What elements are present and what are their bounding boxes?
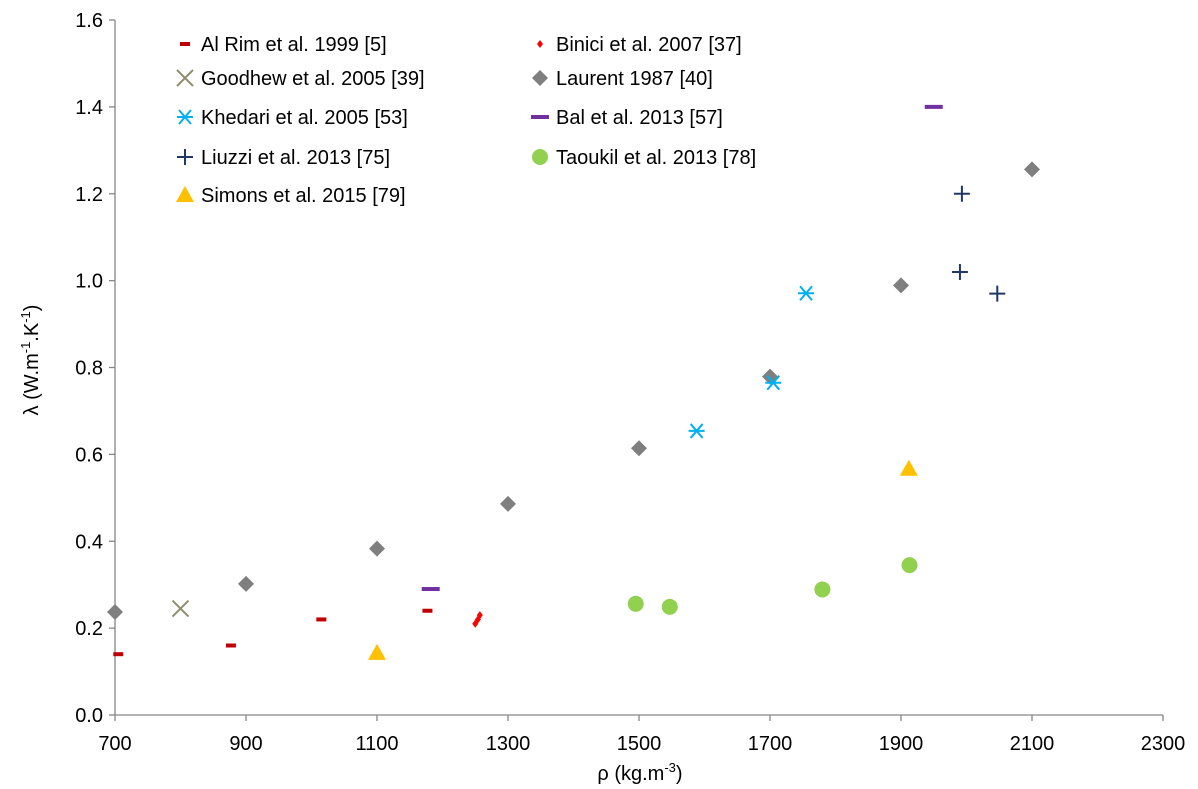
series-plus (951, 185, 1006, 302)
data-point (368, 643, 386, 660)
y-tick-label: 1.0 (75, 271, 103, 293)
data-point (369, 540, 385, 557)
legend-label: Liuzzi et al. 2013 [75] (201, 147, 390, 169)
data-point (107, 604, 123, 621)
x-axis-title: ρ (kg.m-3) (597, 760, 682, 785)
legend-marker (532, 70, 548, 86)
series-small-diamond (472, 611, 483, 628)
y-axis-title: λ (W.m-1.K-1) (18, 305, 43, 416)
legend-marker (537, 40, 543, 48)
axis-title-part: ) (676, 763, 683, 785)
y-tick-label: 0.6 (75, 444, 103, 466)
data-point (421, 587, 440, 592)
series-asterisk (688, 285, 815, 439)
legend-label: Laurent 1987 [40] (556, 68, 713, 90)
legend-marker (532, 149, 548, 165)
series-long-dash (421, 104, 943, 592)
data-points (107, 104, 1040, 660)
legend-item: Khedari et al. 2005 [53] (177, 107, 408, 129)
y-tick-label: 0.0 (75, 705, 103, 727)
series-triangle (368, 459, 918, 660)
axis-title-part: ) (21, 305, 43, 312)
data-point (953, 185, 970, 202)
legend-marker (177, 149, 193, 165)
axis-title-part: λ (W.m (21, 353, 43, 415)
legend-label: Al Rim et al. 1999 [5] (201, 34, 387, 56)
y-tick-label: 0.2 (75, 618, 103, 640)
legend-label: Simons et al. 2015 [79] (201, 185, 406, 207)
data-point (899, 459, 918, 476)
data-point (316, 617, 327, 622)
y-tick-labels: 0.0 0.2 0.4 0.6 0.8 1.0 1.2 1.4 1.6 (75, 10, 103, 727)
legend-marker (531, 115, 549, 119)
legend-item: Bal et al. 2013 [57] (531, 107, 723, 129)
legend-label: Bal et al. 2013 [57] (556, 107, 723, 129)
x-tick-label: 1900 (879, 733, 924, 755)
x-tick-label: 900 (229, 733, 262, 755)
y-tick-marks (109, 19, 115, 716)
legend-item: Goodhew et al. 2005 [39] (176, 68, 425, 90)
x-tick-label: 1100 (355, 733, 398, 755)
data-point (1024, 161, 1040, 178)
x-tick-label: 1700 (748, 733, 793, 755)
legend-label: Goodhew et al. 2005 [39] (201, 68, 425, 90)
y-tick-label: 0.4 (75, 531, 103, 553)
data-point (814, 581, 831, 598)
y-tick-label: 1.2 (75, 184, 103, 206)
x-tick-label: 700 (98, 733, 131, 755)
data-point (500, 495, 516, 512)
legend-item: Laurent 1987 [40] (532, 68, 713, 90)
series-dash (113, 608, 433, 657)
legend-label: Binici et al. 2007 [37] (556, 34, 742, 56)
data-point (225, 643, 236, 648)
y-tick-label: 1.6 (75, 10, 103, 32)
data-point (688, 423, 705, 439)
data-point (627, 595, 644, 612)
legend: Al Rim et al. 1999 [5] Binici et al. 2007… (176, 34, 756, 207)
data-point (893, 277, 909, 294)
legend-item: Liuzzi et al. 2013 [75] (177, 147, 390, 169)
legend-marker (177, 109, 193, 125)
legend-item: Binici et al. 2007 [37] (537, 34, 742, 56)
y-tick-label: 0.8 (75, 358, 103, 380)
y-tick-label: 1.4 (75, 97, 103, 119)
legend-label: Taoukil et al. 2013 [78] (556, 147, 756, 169)
axis-title-part: ρ (kg.m (597, 763, 664, 785)
data-point (989, 285, 1006, 302)
legend-marker (176, 186, 194, 202)
series-circle (627, 557, 918, 615)
x-tick-labels: 700 900 1100 1300 1500 1700 1900 2100 2300 (98, 733, 1185, 755)
x-tick-label: 2300 (1141, 733, 1186, 755)
data-point (422, 608, 433, 613)
series-diamond (107, 161, 1040, 621)
data-point (765, 375, 782, 391)
data-point (901, 557, 918, 574)
axis-title-superscript: -1 (18, 311, 33, 323)
series-x (171, 599, 190, 618)
axes: 700 900 1100 1300 1500 1700 1900 2100 2300 0.00.… (75, 10, 1185, 755)
data-point (951, 263, 968, 280)
data-point (476, 611, 483, 620)
data-point (798, 285, 815, 301)
axis-title-part: .K (21, 322, 43, 342)
data-point (631, 440, 647, 457)
legend-item: Taoukil et al. 2013 [78] (532, 147, 756, 169)
legend-item: Simons et al. 2015 [79] (176, 185, 406, 207)
legend-item: Al Rim et al. 1999 [5] (180, 34, 387, 56)
data-point (171, 599, 190, 618)
axis-title-superscript: -3 (664, 760, 676, 775)
legend-marker (180, 42, 190, 46)
data-point (113, 652, 124, 657)
x-tick-label: 1500 (617, 733, 662, 755)
x-tick-marks (114, 715, 1164, 721)
data-point (238, 575, 254, 592)
legend-marker (176, 69, 194, 87)
data-point (924, 104, 943, 109)
x-tick-label: 2100 (1010, 733, 1055, 755)
axis-title-superscript: -1 (18, 342, 33, 354)
x-tick-label: 1300 (486, 733, 531, 755)
data-point (661, 598, 678, 615)
legend-label: Khedari et al. 2005 [53] (201, 107, 408, 129)
